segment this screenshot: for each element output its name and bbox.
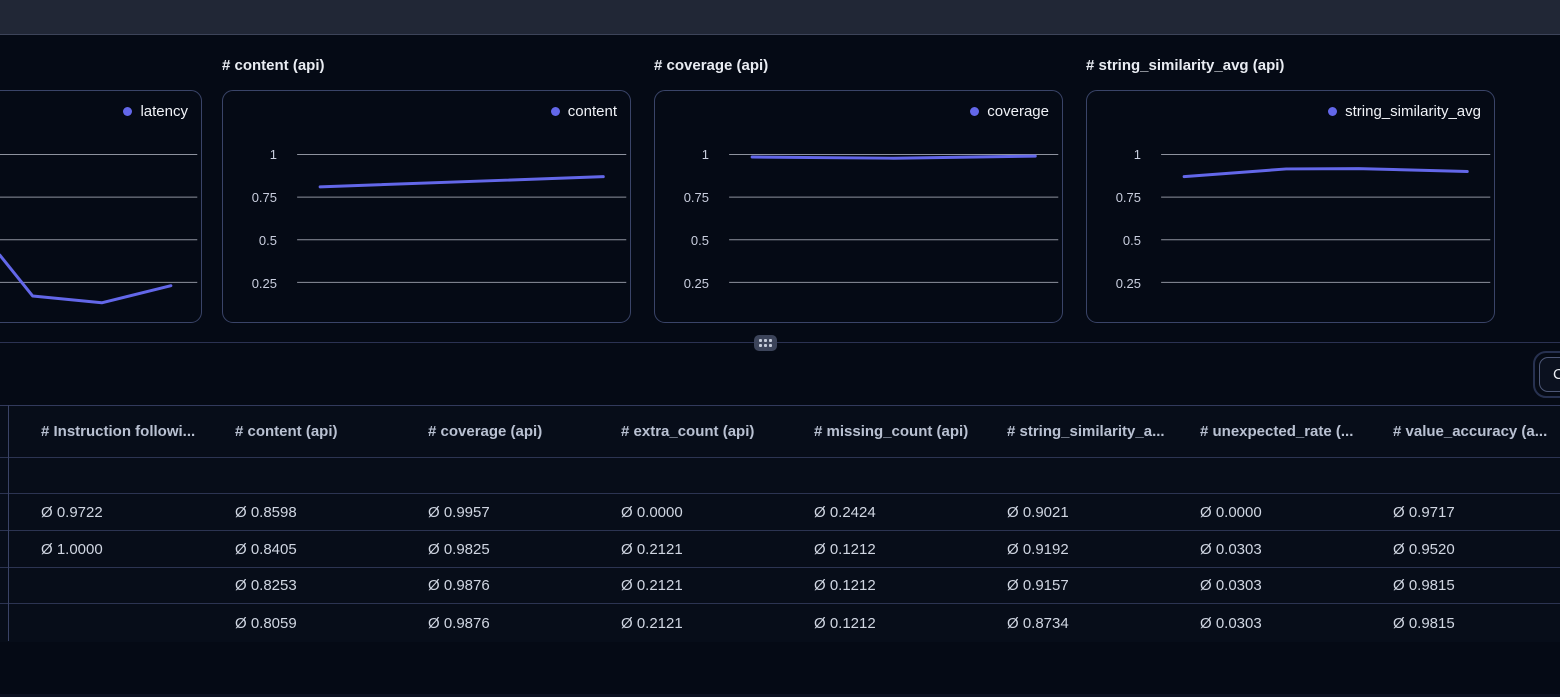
series-line-latency (0, 253, 173, 305)
legend-item-latency[interactable]: latency (123, 103, 188, 120)
table-header-cell[interactable]: # value_accuracy (a... (1393, 423, 1548, 440)
table-cell: Ø 0.0303 (1200, 577, 1262, 594)
table-row[interactable]: Ø 0.8059 Ø 0.9876 Ø 0.2121 Ø 0.1212 Ø 0.8734… (0, 604, 1560, 642)
y-axis-tick: 0.5 (690, 233, 709, 248)
columns-button[interactable]: C (1539, 357, 1560, 392)
table-cell: Ø 0.2121 (621, 577, 683, 594)
table-cell: Ø 0.2121 (621, 614, 683, 632)
series-line-coverage (750, 154, 1037, 160)
chart-title: # coverage (api) (654, 57, 769, 74)
y-axis-tick: 0.5 (258, 233, 277, 248)
chart-plot-area (729, 153, 1059, 283)
y-axis-tick: 1 (269, 147, 277, 162)
table-cell: Ø 0.2424 (814, 503, 876, 521)
legend-label: coverage (987, 103, 1049, 120)
y-axis-tick: 0.25 (251, 276, 277, 291)
table-cell: Ø 0.9717 (1393, 503, 1455, 521)
table-cell: Ø 0.9021 (1007, 503, 1069, 521)
y-axis-tick: 0.25 (683, 276, 709, 291)
table-cell: Ø 0.9722 (41, 503, 103, 521)
chart-title: # string_similarity_avg (api) (1086, 57, 1285, 74)
chart-plot-area (297, 153, 627, 283)
legend-dot-icon (970, 107, 980, 116)
table-row[interactable]: Ø 0.9722 Ø 0.8598 Ø 0.9957 Ø 0.0000 Ø 0.2424… (0, 494, 1560, 531)
chart-plot-area (1161, 153, 1491, 283)
columns-button-label: C (1553, 366, 1560, 383)
legend-label: content (567, 103, 617, 120)
table-cell: Ø 0.0303 (1200, 540, 1262, 558)
chart-card-content: content 1 0.75 0.5 0.25 (222, 90, 631, 323)
table-header-cell[interactable]: # string_similarity_a... (1007, 423, 1165, 440)
table-cell: Ø 0.9520 (1393, 540, 1455, 558)
table-cell: Ø 0.9876 (428, 614, 490, 632)
chart-card-string_similarity_avg: string_similarity_avg 1 0.75 0.5 0.25 (1086, 90, 1495, 323)
panel-resize-divider[interactable] (0, 342, 1560, 343)
table-cell: Ø 1.0000 (41, 540, 103, 558)
table-row[interactable]: Ø 0.8253 Ø 0.9876 Ø 0.2121 Ø 0.1212 Ø 0.9157… (0, 568, 1560, 604)
legend-dot-icon (123, 107, 133, 116)
table-left-border (8, 405, 9, 641)
table-cell: Ø 0.8253 (235, 577, 297, 594)
y-axis-tick: 0.75 (1115, 190, 1141, 205)
columns-button-focus-ring (1533, 351, 1560, 398)
y-axis-tick: 0.75 (683, 190, 709, 205)
table-cell: Ø 0.1212 (814, 540, 876, 558)
series-line-string_similarity_avg (1182, 167, 1469, 179)
table-header-cell[interactable]: # unexpected_rate (... (1200, 423, 1354, 440)
legend-item-string_similarity_avg[interactable]: string_similarity_avg (1328, 103, 1481, 120)
table-cell: Ø 0.9815 (1393, 614, 1455, 632)
table-header-cell[interactable]: # content (api) (235, 423, 338, 440)
chart-card-latency: latency (0, 90, 202, 323)
table-cell: Ø 0.2121 (621, 540, 683, 558)
legend-dot-icon (550, 107, 560, 116)
y-axis-tick: 0.5 (1122, 233, 1141, 248)
y-axis-tick: 0.25 (1115, 276, 1141, 291)
y-axis-tick: 1 (701, 147, 709, 162)
table-cell: Ø 0.8598 (235, 503, 297, 521)
drag-handle[interactable] (754, 335, 777, 351)
table-header-row: # Instruction followi... # content (api) #… (0, 406, 1560, 458)
results-table: # Instruction followi... # content (api) #… (0, 405, 1560, 642)
table-cell: Ø 0.9192 (1007, 540, 1069, 558)
drag-dots-icon (759, 339, 772, 347)
table-cell: Ø 0.1212 (814, 577, 876, 594)
table-cell: Ø 0.9876 (428, 577, 490, 594)
table-cell: Ø 0.0000 (621, 503, 683, 521)
chart-title: # content (api) (222, 57, 325, 74)
table-cell: Ø 0.9157 (1007, 577, 1069, 594)
top-bar (0, 0, 1560, 35)
bottom-edge (0, 694, 1560, 697)
table-cell: Ø 0.9825 (428, 540, 490, 558)
table-cell: Ø 0.0000 (1200, 503, 1262, 521)
chart-plot-area (0, 153, 198, 305)
table-header-cell[interactable]: # extra_count (api) (621, 423, 755, 440)
chart-card-coverage: coverage 1 0.75 0.5 0.25 (654, 90, 1063, 323)
legend-item-coverage[interactable]: coverage (970, 103, 1049, 120)
table-cell: Ø 0.0303 (1200, 614, 1262, 632)
table-row[interactable]: Ø 1.0000 Ø 0.8405 Ø 0.9825 Ø 0.2121 Ø 0.1212… (0, 531, 1560, 568)
table-cell: Ø 0.8734 (1007, 614, 1069, 632)
y-axis-tick: 1 (1133, 147, 1141, 162)
table-cell: Ø 0.8405 (235, 540, 297, 558)
table-cell: Ø 0.9957 (428, 503, 490, 521)
table-header-cell[interactable]: # coverage (api) (428, 423, 543, 440)
table-cell: Ø 0.1212 (814, 614, 876, 632)
series-line-content (318, 175, 605, 189)
table-cell: Ø 0.9815 (1393, 577, 1455, 594)
y-axis-tick: 0.75 (251, 190, 277, 205)
legend-label: latency (140, 103, 188, 120)
table-header-cell[interactable]: # missing_count (api) (814, 423, 969, 440)
legend-item-content[interactable]: content (550, 103, 617, 120)
legend-dot-icon (1328, 107, 1338, 116)
table-cell: Ø 0.8059 (235, 614, 297, 632)
table-header-cell[interactable]: # Instruction followi... (41, 423, 196, 440)
legend-label: string_similarity_avg (1345, 103, 1481, 120)
table-row[interactable] (0, 458, 1560, 494)
